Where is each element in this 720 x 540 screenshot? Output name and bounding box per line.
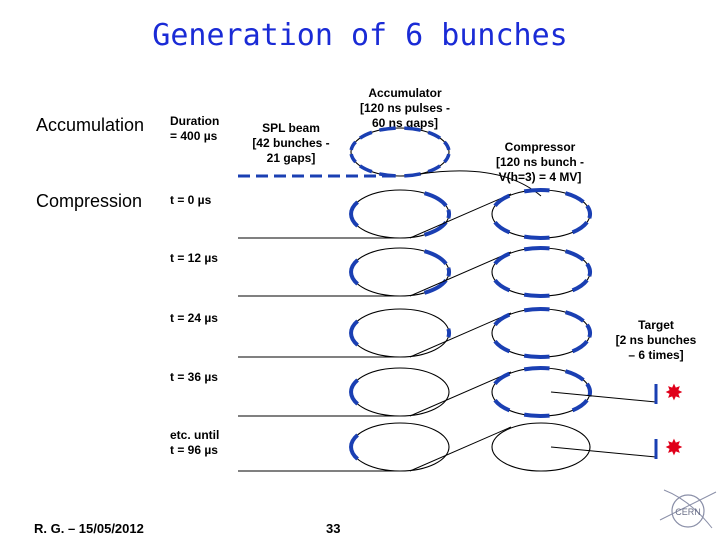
transfer-line: [409, 312, 512, 358]
compressor-bunch: [493, 339, 511, 354]
accumulator-ring: [350, 367, 450, 417]
compressor-bunch: [571, 339, 589, 354]
time-t36: t = 36 µs: [170, 370, 218, 384]
extraction-line: [550, 446, 657, 458]
compressor-bunch: [523, 366, 550, 372]
compressor-bunch: [493, 312, 511, 327]
accumulator-ring: [350, 308, 450, 358]
compressor-bunch: [493, 278, 511, 293]
compressor-bunch: [523, 234, 550, 240]
target-line3: – 6 times]: [628, 348, 684, 362]
compressor-bunch: [564, 191, 585, 204]
accumulator-line1: Accumulator: [368, 86, 442, 100]
duration-line1: Duration: [170, 114, 220, 128]
accumulator-line3: 60 ns gaps]: [371, 116, 439, 130]
spl-line2: [42 bunches -: [252, 136, 330, 150]
accumulator-bunch: [446, 267, 452, 277]
accumulator-bunch: [349, 433, 359, 461]
accumulator-ring: [350, 127, 450, 177]
accumulator-bunch: [443, 140, 451, 151]
compressor-line2: [120 ns bunch -: [495, 155, 584, 169]
compressor-bunch: [493, 371, 511, 386]
time-until: etc. until t = 96 µs: [170, 428, 219, 458]
accumulator-bunch: [349, 258, 359, 286]
compressor-bunch: [585, 382, 592, 397]
svg-text:CERN: CERN: [675, 507, 701, 517]
time-t24: t = 24 µs: [170, 311, 218, 325]
accumulator-line2: [120 ns pulses -: [359, 101, 451, 115]
transfer-line: [409, 371, 512, 417]
accumulator-bunch: [358, 130, 373, 140]
compressor-label: Compressor [120 ns bunch - V(h=3) = 4 MV…: [480, 140, 600, 185]
accumulator-bunch: [446, 209, 452, 219]
compressor-bunch: [564, 310, 585, 323]
compressor-bunch: [523, 412, 550, 418]
target-line2: [2 ns bunches: [615, 333, 697, 347]
compressor-bunch: [493, 251, 511, 266]
accumulator-bunch: [427, 164, 442, 174]
compressor-bunch: [571, 398, 589, 413]
time-t12: t = 12 µs: [170, 251, 218, 265]
slide-title: Generation of 6 bunches: [152, 18, 568, 53]
duration-label: Duration = 400 µs: [170, 114, 219, 144]
compressor-bunch: [493, 398, 511, 413]
transfer-line: [409, 193, 512, 239]
compressor-bunch: [523, 353, 550, 359]
accumulator-bunch: [349, 153, 357, 164]
accumulator-bunch: [404, 126, 422, 132]
diagram-rows: ✸✸: [238, 126, 683, 472]
until-line1: etc. until: [170, 428, 220, 442]
spl-line3: 21 gaps]: [266, 151, 316, 165]
accumulator-bunch: [446, 328, 452, 338]
compressor-bunch: [523, 307, 550, 313]
accumulator-bunch: [378, 126, 396, 132]
compressor-bunch: [564, 249, 585, 262]
accumulator-bunch: [349, 140, 357, 151]
compressor-bunch: [523, 188, 550, 194]
compression-label: Compression: [36, 191, 143, 211]
accumulator-label: Accumulator [120 ns pulses - 60 ns gaps]: [340, 86, 470, 131]
compressor-bunch: [585, 323, 592, 338]
transfer-line: [409, 251, 512, 297]
footer-page-number: 33: [326, 521, 341, 536]
target-burst-icon: ✸: [665, 436, 683, 461]
compressor-bunch: [585, 262, 592, 277]
accumulator-bunch: [349, 319, 359, 347]
target-line1: Target: [638, 318, 674, 332]
extraction-line: [550, 391, 657, 403]
spl-line1: SPL beam: [262, 121, 320, 135]
accumulator-bunch: [427, 130, 442, 140]
compressor-bunch: [493, 193, 511, 208]
accumulation-label: Accumulation: [36, 115, 145, 135]
compressor-bunch: [564, 369, 585, 382]
accumulator-bunch: [423, 249, 448, 266]
accumulator-bunch: [443, 153, 451, 164]
time-t0: t = 0 µs: [170, 193, 212, 207]
accumulator-bunch: [404, 172, 422, 178]
compressor-line3: V(h=3) = 4 MV]: [498, 170, 582, 184]
accumulator-bunch: [423, 191, 448, 208]
target-label: Target [2 ns bunches – 6 times]: [606, 318, 706, 363]
accumulator-bunch: [358, 164, 373, 174]
compressor-bunch: [493, 220, 511, 235]
compressor-bunch: [585, 204, 592, 219]
compressor-bunch: [571, 278, 589, 293]
until-line2: t = 96 µs: [170, 443, 218, 457]
cern-logo-icon: CERN: [659, 489, 717, 529]
accumulator-ring: [350, 422, 450, 472]
compressor-bunch: [523, 292, 550, 298]
accumulator-bunch: [349, 200, 359, 228]
duration-line2: = 400 µs: [170, 129, 218, 143]
spl-beam-label: SPL beam [42 bunches - 21 gaps]: [246, 121, 336, 166]
compressor-bunch: [571, 220, 589, 235]
target-burst-icon: ✸: [665, 381, 683, 406]
transfer-line: [419, 170, 542, 197]
compressor-bunch: [523, 246, 550, 252]
footer-author: R. G. – 15/05/2012: [34, 521, 144, 536]
transfer-line: [409, 426, 512, 472]
compressor-ring: [491, 422, 591, 472]
compressor-line1: Compressor: [504, 140, 576, 154]
accumulator-bunch: [349, 378, 359, 406]
